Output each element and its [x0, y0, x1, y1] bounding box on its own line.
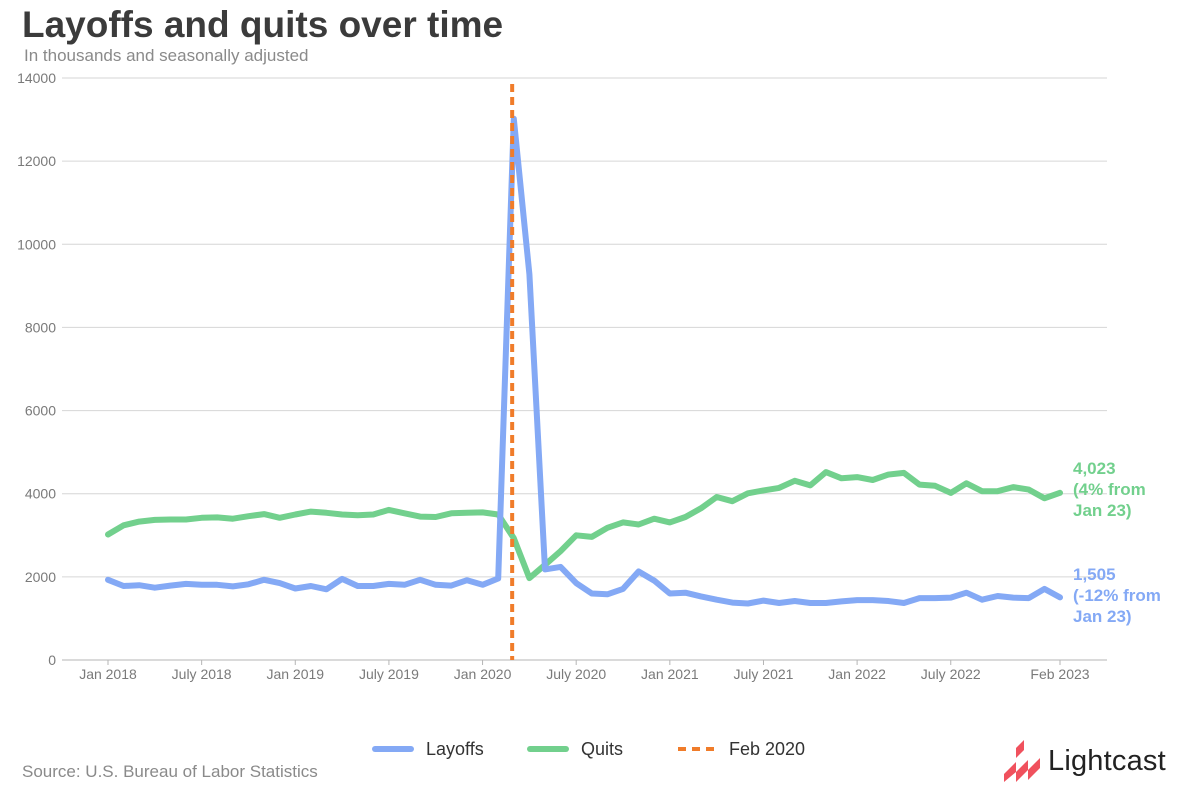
end-label-layoffs: 1,505 (-12% from Jan 23)	[1073, 565, 1161, 626]
series-lines	[105, 115, 1063, 607]
y-tick-label: 14000	[17, 70, 56, 86]
end-label-line: Jan 23)	[1073, 501, 1132, 520]
x-tick-label: July 2022	[921, 666, 981, 682]
lightcast-logo-icon	[1004, 740, 1040, 782]
x-tick-label: July 2021	[734, 666, 794, 682]
end-label-line: (4% from	[1073, 480, 1146, 499]
end-label-line: Jan 23)	[1073, 607, 1132, 626]
chart-title: Layoffs and quits over time	[22, 4, 504, 45]
legend: Layoffs Quits Feb 2020	[372, 739, 805, 759]
x-tick-label: Jan 2022	[828, 666, 886, 682]
end-labels: 1,505 (-12% from Jan 23) 4,023 (4% from Jan 2…	[1073, 459, 1161, 626]
y-tick-label: 8000	[25, 319, 56, 335]
y-tick-label: 6000	[25, 403, 56, 419]
x-tick-label: Jan 2021	[641, 666, 699, 682]
x-axis: Jan 2018 July 2018 Jan 2019 July 2019 Jan 20…	[79, 660, 1090, 682]
series-line-layoffs	[105, 115, 1063, 607]
x-tick-label: Jan 2019	[266, 666, 324, 682]
chart-subtitle: In thousands and seasonally adjusted	[24, 46, 309, 65]
x-tick-label: July 2018	[172, 666, 232, 682]
y-tick-label: 2000	[25, 569, 56, 585]
legend-label: Feb 2020	[729, 739, 805, 759]
brand-logo: Lightcast	[1000, 740, 1166, 782]
y-tick-label: 4000	[25, 486, 56, 502]
brand-name: Lightcast	[1048, 744, 1166, 777]
x-tick-label: Jan 2020	[454, 666, 512, 682]
y-tick-label: 12000	[17, 153, 56, 169]
y-tick-label: 10000	[17, 236, 56, 252]
legend-label: Quits	[581, 739, 623, 759]
y-axis: 0 2000 4000 6000 8000 10000 12000 14000	[17, 70, 56, 668]
x-tick-label: July 2019	[359, 666, 419, 682]
source-note: Source: U.S. Bureau of Labor Statistics	[22, 762, 318, 781]
series-line-quits	[105, 469, 1063, 582]
x-tick-label: Jan 2018	[79, 666, 137, 682]
end-label-line: 1,505	[1073, 565, 1116, 584]
end-label-line: 4,023	[1073, 459, 1116, 478]
grid-lines	[62, 77, 1107, 661]
y-tick-label: 0	[48, 652, 56, 668]
legend-label: Layoffs	[426, 739, 484, 759]
end-label-quits: 4,023 (4% from Jan 23)	[1073, 459, 1146, 520]
x-tick-label: July 2020	[546, 666, 606, 682]
x-tick-label: Feb 2023	[1030, 666, 1089, 682]
end-label-line: (-12% from	[1073, 586, 1161, 605]
